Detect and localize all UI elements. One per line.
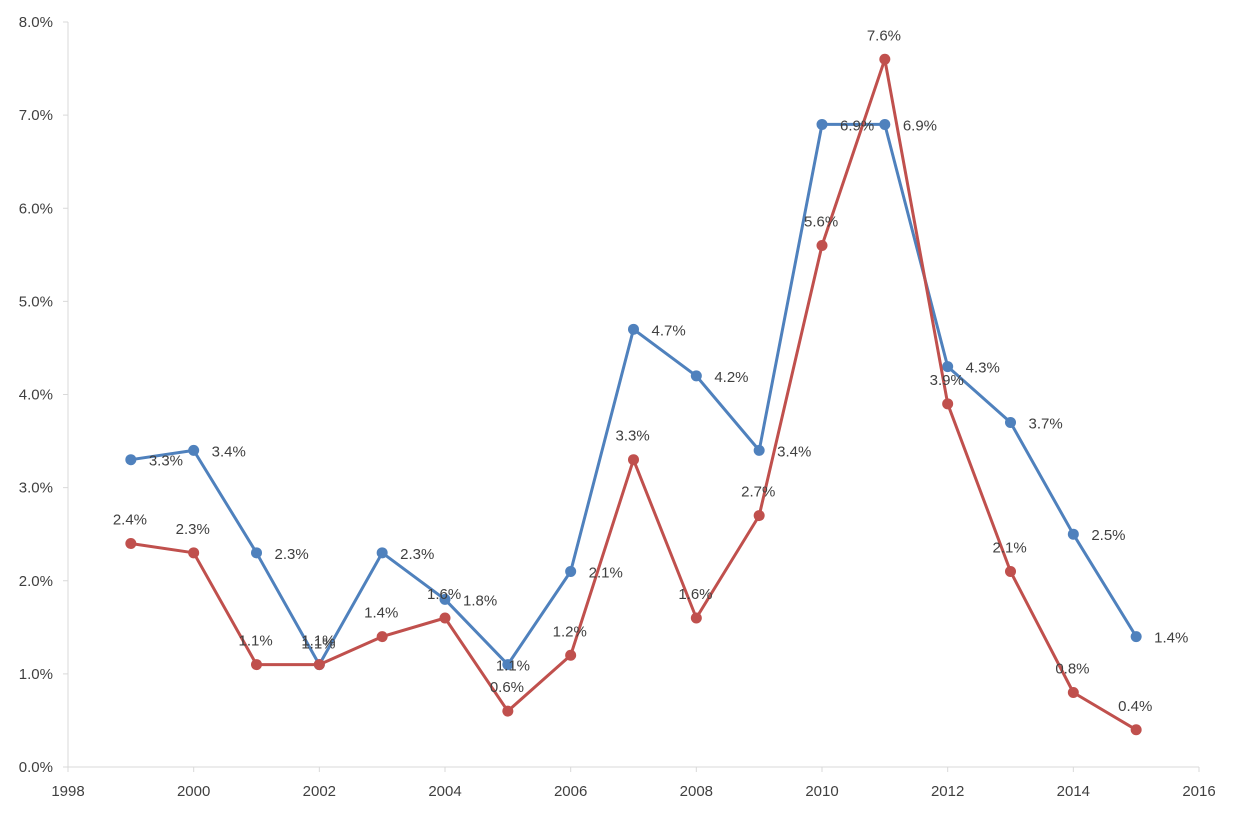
chart-series: [125, 53, 1142, 736]
data-point: [628, 454, 639, 466]
data-point: [376, 631, 388, 643]
data-label: 0.8%: [1055, 661, 1089, 678]
data-point: [1005, 416, 1016, 428]
data-point: [690, 612, 702, 624]
data-label: 2.3%: [400, 546, 434, 563]
y-tick-label: 8.0%: [19, 14, 53, 31]
data-point: [502, 659, 514, 671]
data-point: [879, 53, 891, 65]
data-label: 3.4%: [777, 443, 811, 460]
data-point: [251, 659, 262, 671]
y-tick-label: 6.0%: [19, 200, 53, 217]
data-point: [188, 547, 200, 559]
data-point: [502, 705, 514, 717]
data-label: 1.1%: [239, 633, 273, 650]
x-tick-label: 1998: [51, 783, 84, 800]
data-label: 1.2%: [553, 623, 587, 640]
y-tick-label: 0.0%: [19, 759, 53, 776]
data-point: [439, 612, 451, 624]
data-label: 6.9%: [903, 117, 937, 134]
y-tick-label: 1.0%: [19, 666, 53, 683]
data-label: 2.5%: [1091, 527, 1125, 544]
series-line: [130, 122, 1138, 667]
data-label: 1.4%: [364, 605, 398, 622]
data-point: [313, 659, 325, 671]
x-tick-label: 2004: [428, 783, 461, 800]
x-tick-label: 2014: [1057, 783, 1090, 800]
data-label: 2.3%: [176, 521, 210, 538]
data-label: 2.4%: [113, 512, 147, 529]
x-tick-label: 2002: [303, 783, 336, 800]
data-point: [816, 118, 828, 130]
data-label: 3.9%: [930, 372, 964, 389]
data-label: 7.6%: [867, 27, 901, 44]
y-tick-label: 7.0%: [19, 107, 53, 124]
data-label: 4.3%: [966, 360, 1000, 377]
x-tick-label: 2016: [1182, 783, 1215, 800]
data-label: 2.7%: [741, 484, 775, 501]
data-label: 1.8%: [463, 592, 497, 609]
data-label: 0.4%: [1118, 698, 1152, 715]
x-tick-label: 2010: [805, 783, 838, 800]
data-point: [690, 370, 702, 382]
data-point: [1130, 724, 1142, 736]
data-label: 1.1%: [301, 636, 335, 653]
data-label: 4.2%: [714, 369, 748, 386]
data-point: [753, 510, 765, 522]
data-point: [628, 323, 639, 335]
series-1: [125, 118, 1142, 671]
data-label: 2.1%: [993, 539, 1027, 556]
data-point: [942, 398, 954, 410]
data-label: 4.7%: [652, 322, 686, 339]
y-tick-label: 5.0%: [19, 293, 53, 310]
data-point: [942, 361, 954, 373]
data-point: [439, 593, 451, 605]
data-point: [816, 240, 828, 251]
series-line: [130, 57, 1137, 732]
data-point: [565, 565, 577, 577]
data-label: 1.4%: [1154, 630, 1188, 647]
y-tick-label: 2.0%: [19, 573, 53, 590]
data-label: 1.1%: [496, 658, 530, 675]
data-point: [376, 547, 388, 559]
x-tick-label: 2006: [554, 783, 587, 800]
data-label: 6.9%: [840, 117, 874, 134]
data-point: [753, 444, 765, 456]
chart-axes: 0.0% 1.0% 2.0% 3.0% 4.0% 5.0% 6.0% 7.0% 8.0% 1998…: [19, 14, 1216, 800]
x-tick-label: 2008: [680, 783, 713, 800]
data-label: 1.6%: [427, 586, 461, 603]
y-tick-label: 4.0%: [19, 387, 53, 404]
data-point: [1067, 528, 1079, 540]
data-point: [879, 118, 891, 130]
data-label: 3.3%: [149, 453, 183, 470]
y-tick-label: 3.0%: [19, 480, 53, 497]
chart-data-labels: 3.3% 3.4% 2.3% 1.1% 2.3% 1.8% 1.1% 2.1% 4.7% 4.2%…: [113, 27, 1189, 715]
series-2: [125, 53, 1142, 736]
data-label: 3.4%: [212, 443, 246, 460]
data-point: [565, 649, 577, 661]
x-tick-label: 2012: [931, 783, 964, 800]
data-point: [251, 547, 262, 559]
data-point: [1005, 565, 1016, 577]
data-label: 1.1%: [301, 633, 335, 650]
data-label: 1.6%: [678, 586, 712, 603]
data-label: 2.3%: [275, 546, 309, 563]
data-label: 2.1%: [589, 564, 623, 581]
data-point: [1067, 687, 1079, 698]
x-tick-label: 2000: [177, 783, 210, 800]
data-label: 5.6%: [804, 214, 838, 231]
data-point: [188, 444, 200, 456]
data-point: [125, 454, 137, 466]
data-label: 3.7%: [1029, 415, 1063, 432]
data-point: [125, 538, 137, 549]
data-label: 0.6%: [490, 679, 524, 696]
data-label: 3.3%: [616, 428, 650, 445]
data-point: [1130, 631, 1142, 643]
